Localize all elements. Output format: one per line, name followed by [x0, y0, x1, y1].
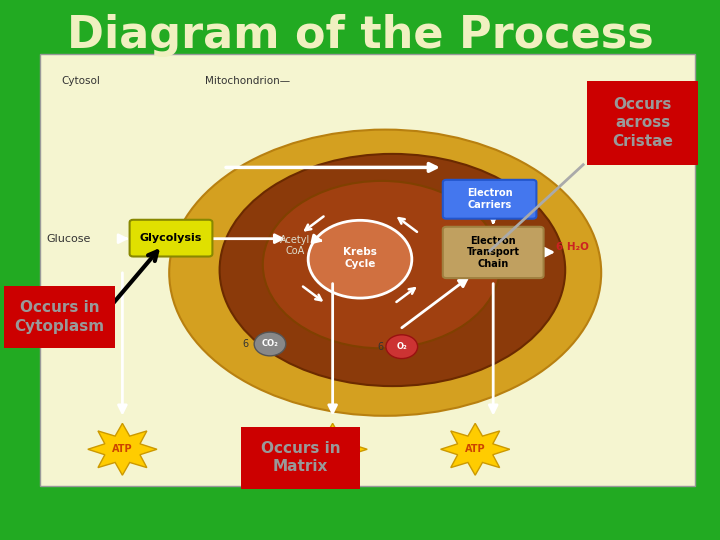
Text: Electron
Transport
Chain: Electron Transport Chain: [467, 236, 520, 269]
Ellipse shape: [263, 181, 500, 348]
Text: 6: 6: [242, 339, 248, 349]
Text: ATP: ATP: [465, 444, 485, 454]
Circle shape: [254, 332, 286, 356]
Text: Acetyl
CoA: Acetyl CoA: [280, 235, 310, 256]
FancyBboxPatch shape: [443, 227, 544, 278]
Text: Krebs
Cycle: Krebs Cycle: [343, 247, 377, 269]
Text: 6: 6: [377, 342, 383, 352]
FancyBboxPatch shape: [4, 286, 115, 348]
Text: 6 H₂O: 6 H₂O: [556, 242, 589, 252]
Text: Diagram of the Process: Diagram of the Process: [67, 14, 653, 57]
Ellipse shape: [220, 154, 565, 386]
Text: Occurs
across
Cristae: Occurs across Cristae: [612, 97, 673, 149]
Text: Occurs in
Cytoplasm: Occurs in Cytoplasm: [14, 300, 104, 334]
Text: Occurs in
Matrix: Occurs in Matrix: [261, 441, 341, 475]
Ellipse shape: [169, 130, 601, 416]
Polygon shape: [88, 423, 157, 475]
Text: O₂: O₂: [397, 342, 407, 351]
Text: Electron
Carriers: Electron Carriers: [467, 188, 513, 210]
Ellipse shape: [308, 220, 412, 298]
Text: Glycolysis: Glycolysis: [140, 233, 202, 243]
Text: ATP: ATP: [323, 444, 343, 454]
FancyBboxPatch shape: [443, 180, 536, 219]
Circle shape: [386, 335, 418, 359]
Text: Mitochondrion—: Mitochondrion—: [205, 76, 290, 86]
Text: ATP: ATP: [112, 444, 132, 454]
Text: Glucose: Glucose: [46, 234, 91, 244]
FancyBboxPatch shape: [130, 220, 212, 256]
Text: Cytosol: Cytosol: [61, 76, 100, 86]
FancyBboxPatch shape: [587, 81, 698, 165]
Text: CO₂: CO₂: [261, 340, 279, 348]
FancyBboxPatch shape: [241, 427, 360, 489]
Polygon shape: [298, 423, 367, 475]
FancyBboxPatch shape: [40, 54, 695, 486]
Polygon shape: [441, 423, 510, 475]
